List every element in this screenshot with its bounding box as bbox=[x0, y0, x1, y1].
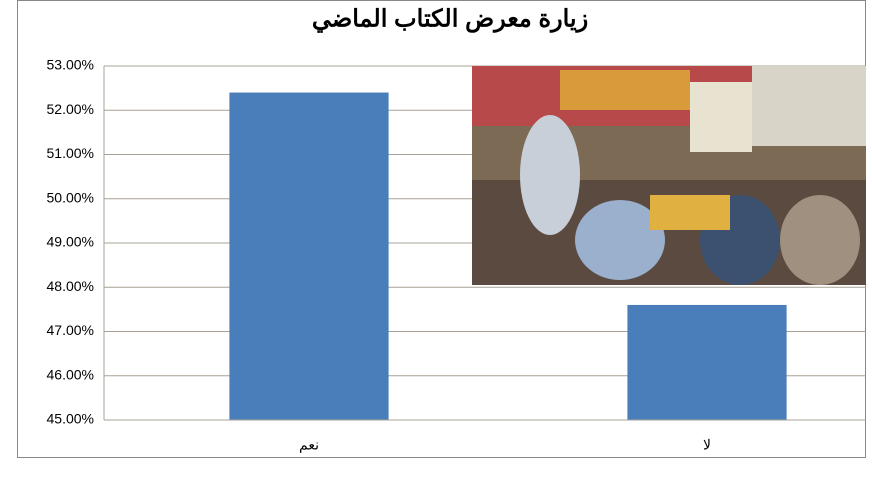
y-tick-label: 47.00% bbox=[47, 322, 94, 338]
y-tick-label: 52.00% bbox=[47, 101, 94, 117]
bar bbox=[627, 304, 787, 420]
y-tick-label: 49.00% bbox=[47, 234, 94, 250]
x-tick-label: نعم bbox=[299, 437, 319, 454]
photo-part bbox=[560, 70, 690, 110]
y-tick-label: 45.00% bbox=[47, 411, 94, 427]
photo-part bbox=[650, 195, 730, 230]
y-tick-label: 51.00% bbox=[47, 145, 94, 161]
photo-part bbox=[690, 82, 752, 152]
y-tick-label: 48.00% bbox=[47, 278, 94, 294]
photo-part bbox=[575, 200, 665, 280]
chart-title: زيارة معرض الكتاب الماضي bbox=[312, 5, 588, 33]
photo-part bbox=[520, 115, 580, 235]
y-tick-label: 53.00% bbox=[47, 57, 94, 73]
y-tick-label: 46.00% bbox=[47, 366, 94, 382]
y-tick-label: 50.00% bbox=[47, 189, 94, 205]
photo-part bbox=[780, 195, 860, 285]
photo bbox=[472, 66, 866, 285]
photo-part bbox=[752, 66, 866, 146]
x-tick-label: لا bbox=[703, 437, 711, 453]
bar bbox=[229, 92, 389, 421]
